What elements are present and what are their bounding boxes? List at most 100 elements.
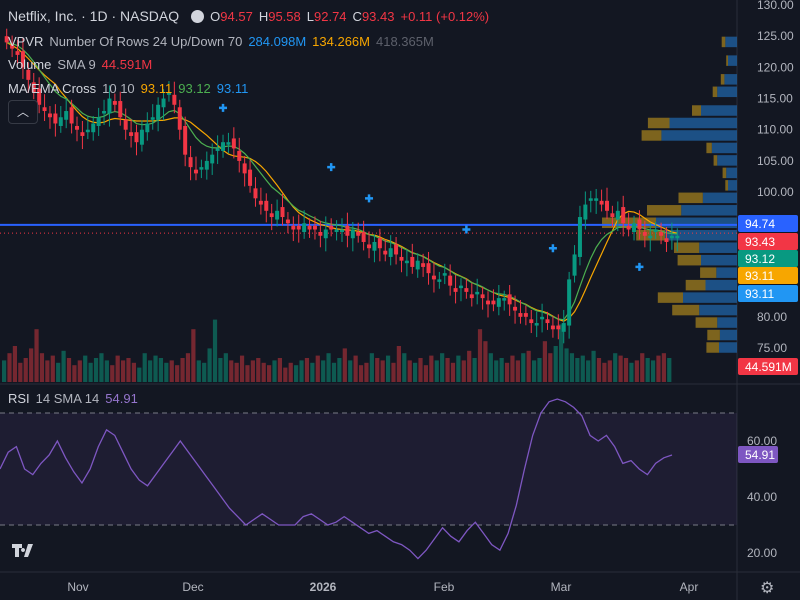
volume-bar: [218, 358, 223, 382]
vpvr-down-bar: [678, 192, 703, 204]
vpvr-down-bar: [685, 279, 706, 291]
volume-bar: [288, 362, 293, 382]
price-axis-label: 93.11: [738, 267, 798, 284]
cross-marker: [635, 262, 644, 271]
volume-bar: [126, 358, 131, 382]
candle-body: [177, 107, 182, 130]
vpvr-up-bar: [717, 317, 737, 328]
candle-body: [507, 294, 512, 305]
collapse-legend-button[interactable]: ︿: [8, 100, 38, 124]
candle-body: [215, 148, 220, 151]
candle-body: [448, 275, 453, 286]
gear-icon[interactable]: ⚙: [760, 580, 775, 597]
price-tick-label: 105.00: [757, 154, 794, 168]
vpvr-up-bar: [717, 155, 737, 166]
candle-body: [134, 132, 139, 143]
vpvr-up-bar: [661, 130, 737, 141]
volume-bar: [185, 353, 191, 382]
price-axis-label-bg: [738, 250, 798, 267]
cross-marker: [462, 225, 471, 234]
volume-bar: [148, 360, 153, 382]
volume-bar: [472, 358, 477, 382]
volume-bar: [104, 360, 109, 382]
volume-bar: [34, 329, 39, 382]
volume-params: SMA 9: [57, 57, 96, 72]
candle-body: [577, 217, 582, 257]
vpvr-legend[interactable]: VPVR Number Of Rows 24 Up/Down 70 284.098M…: [8, 34, 440, 50]
vpvr-up-bar: [702, 192, 737, 204]
volume-bar: [7, 353, 12, 382]
candle-body: [431, 275, 436, 280]
candle-body: [415, 260, 420, 270]
candle-body: [388, 248, 393, 257]
candle-body: [166, 92, 171, 95]
volume-legend[interactable]: Volume SMA 9 44.591M: [8, 57, 158, 73]
vpvr-down-bar: [647, 205, 682, 216]
candle-body: [437, 279, 442, 282]
candle-body: [96, 117, 101, 126]
candle-body: [204, 160, 209, 170]
candle-body: [26, 69, 31, 80]
candle-body: [675, 235, 680, 239]
candle-body: [91, 123, 96, 133]
volume-bars: [2, 319, 672, 382]
price-axis-label: 93.43: [738, 233, 798, 250]
vpvr-down-bar: [674, 242, 700, 253]
candle-body: [118, 101, 123, 118]
candle-body: [302, 223, 307, 233]
volume-bar: [261, 362, 266, 382]
volume-bar: [618, 355, 623, 382]
tradingview-logo-icon[interactable]: [10, 540, 40, 560]
candle-body: [129, 132, 134, 136]
vpvr-up-bar: [719, 329, 737, 341]
candle-body: [47, 113, 52, 118]
candle-body: [648, 235, 653, 239]
candle-body: [323, 229, 328, 239]
volume-bar: [99, 353, 104, 382]
candle-body: [594, 198, 599, 201]
vpvr-down-bar: [672, 304, 700, 316]
volume-bar: [650, 360, 656, 382]
vpvr-down-bar: [692, 105, 701, 116]
candle-body: [150, 117, 155, 120]
price-axis-label-text: 93.43: [745, 235, 775, 249]
candle-body: [269, 213, 274, 218]
candle-body: [258, 200, 263, 205]
ma-ema-legend[interactable]: MA/EMA Cross 10 10 93.11 93.12 93.11: [8, 81, 254, 97]
vpvr-down-bar: [721, 36, 726, 48]
vpvr-down-bar: [695, 317, 718, 328]
vpvr-down-bar: [700, 267, 717, 278]
volume-bar: [45, 360, 50, 382]
volume-bar: [223, 353, 228, 382]
candle-body: [377, 238, 382, 249]
candle-body: [296, 225, 301, 230]
candle-body: [112, 101, 117, 105]
volume-bar: [591, 350, 596, 382]
volume-bar: [110, 365, 115, 382]
candle-body: [64, 111, 69, 120]
rsi-legend[interactable]: RSI 14 SMA 14 54.91: [8, 391, 144, 407]
candle-body: [312, 225, 317, 230]
ma-name: MA/EMA Cross: [8, 81, 97, 96]
volume-name: Volume: [8, 57, 52, 72]
volume-bar: [434, 360, 439, 382]
price-axis-label-text: 93.12: [745, 252, 775, 266]
candle-body: [361, 232, 366, 242]
volume-bar: [521, 353, 526, 382]
candle-body: [458, 285, 463, 289]
volume-bar: [331, 362, 337, 382]
volume-bar: [250, 360, 255, 382]
ma-value-1: 93.11: [140, 81, 173, 96]
candle-body: [518, 313, 523, 317]
price-tick-label: 125.00: [757, 29, 794, 43]
rsi-params: 14 SMA 14: [35, 391, 100, 406]
candle-body: [669, 235, 674, 239]
volume-bar: [266, 365, 272, 382]
volume-bar: [586, 360, 591, 382]
candle-body: [496, 298, 501, 307]
symbol-title[interactable]: Netflix, Inc. · 1D · NASDAQ: [8, 8, 180, 24]
candle-body: [199, 167, 204, 170]
volume-bar: [153, 355, 158, 382]
volume-bar: [294, 365, 299, 382]
